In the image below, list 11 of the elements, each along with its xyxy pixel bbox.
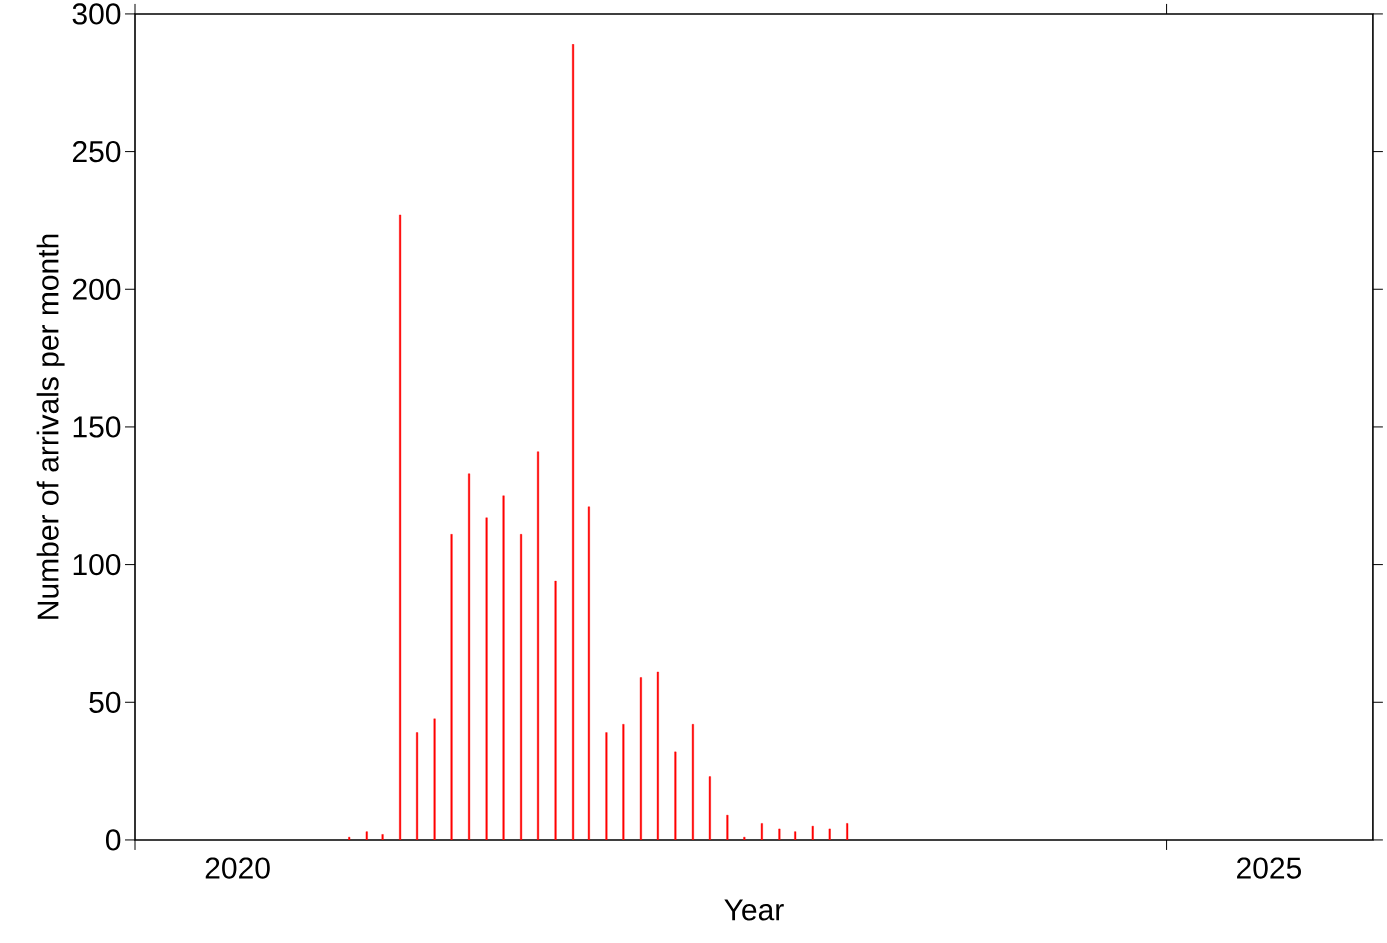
y-tick-label: 0 xyxy=(105,829,121,851)
y-axis-title: Number of arrivals per month xyxy=(36,234,65,619)
y-tick-label: 300 xyxy=(72,3,121,25)
x-tick-label: 2025 xyxy=(1237,857,1301,879)
y-tick-label: 50 xyxy=(89,691,121,713)
y-tick-label: 100 xyxy=(73,554,121,576)
x-tick-label: 2020 xyxy=(205,857,270,879)
y-tick-label: 250 xyxy=(72,141,121,163)
x-axis-title: Year xyxy=(724,899,784,921)
y-tick-label: 150 xyxy=(73,416,121,438)
y-tick-label: 200 xyxy=(72,278,121,300)
